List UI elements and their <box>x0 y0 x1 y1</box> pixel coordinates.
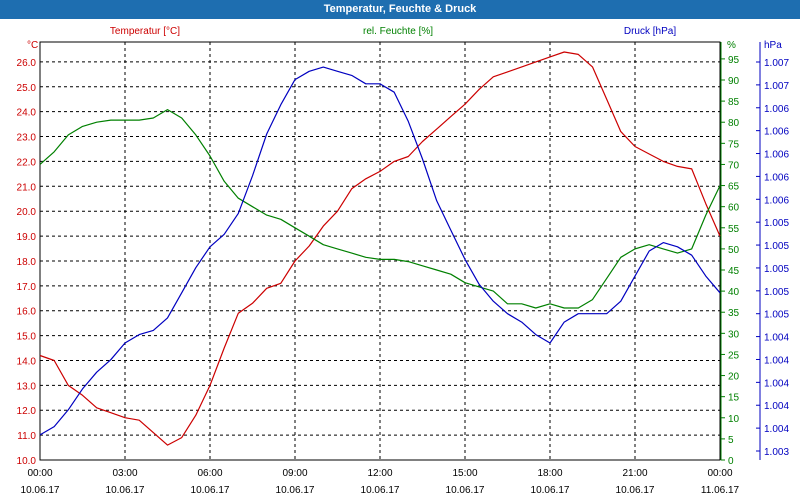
unit-humidity: % <box>727 40 736 51</box>
tick-label-temperature: 24.0 <box>17 108 37 119</box>
x-tick-time: 00:00 <box>27 468 52 479</box>
tick-label-temperature: 12.0 <box>17 406 37 417</box>
tick-label-humidity: 5 <box>728 435 734 446</box>
tick-label-humidity: 15 <box>728 393 740 404</box>
tick-label-humidity: 80 <box>728 118 740 129</box>
tick-label-temperature: 11.0 <box>17 431 36 442</box>
tick-label-temperature: 16.0 <box>17 307 37 318</box>
tick-label-pressure: 1.006 <box>764 172 789 183</box>
tick-label-humidity: 55 <box>728 224 740 235</box>
series-line-temperature <box>39 51 721 446</box>
tick-label-humidity: 20 <box>728 372 740 383</box>
x-tick-date: 10.06.17 <box>616 485 655 496</box>
x-tick-time: 18:00 <box>537 468 562 479</box>
tick-label-humidity: 50 <box>728 245 740 256</box>
tick-label-humidity: 25 <box>728 350 740 361</box>
tick-label-pressure: 1.006 <box>764 127 789 138</box>
series-line-humidity <box>39 108 721 309</box>
tick-label-humidity: 95 <box>728 55 740 66</box>
tick-label-pressure: 1.006 <box>764 104 789 115</box>
tick-label-humidity: 90 <box>728 76 740 87</box>
y-axis-temperature: 10.0 11.0 12.0 13.0 14.0 15.0 16.0 17.0 18.0 19.0… <box>17 58 37 467</box>
tick-label-pressure: 1.004 <box>764 333 789 344</box>
x-tick-time: 12:00 <box>367 468 392 479</box>
tick-label-pressure: 1.004 <box>764 378 789 389</box>
tick-label-humidity: 70 <box>728 160 740 171</box>
x-axis: 00:00 10.06.17 03:00 10.06.17 06:00 10.06.17 0… <box>21 468 740 496</box>
y-axis-pressure: 1.003 1.004 1.004 1.004 1.004 1.004 1.005 1.005… <box>756 42 789 460</box>
x-tick-time: 15:00 <box>452 468 477 479</box>
x-tick-date: 10.06.17 <box>21 485 60 496</box>
tick-label-temperature: 19.0 <box>17 232 37 243</box>
tick-label-temperature: 25.0 <box>17 83 37 94</box>
plot-frame <box>39 41 721 461</box>
tick-label-humidity: 35 <box>728 308 740 319</box>
tick-label-pressure: 1.007 <box>764 58 789 69</box>
tick-label-temperature: 20.0 <box>17 207 37 218</box>
axis-title-pressure: Druck [hPa] <box>624 26 676 37</box>
tick-label-pressure: 1.005 <box>764 218 789 229</box>
tick-label-pressure: 1.005 <box>764 287 789 298</box>
y-axis-humidity: 0 5 10 15 20 25 30 35 40 45 50 55 60 65 70 75 80 85 90 95 <box>720 42 740 467</box>
tick-label-temperature: 14.0 <box>17 356 37 367</box>
unit-temperature: °C <box>27 40 38 51</box>
window-title: Temperatur, Feuchte & Druck <box>0 0 800 19</box>
tick-label-pressure: 1.006 <box>764 150 789 161</box>
unit-pressure: hPa <box>764 40 782 51</box>
tick-label-temperature: 26.0 <box>17 58 37 69</box>
x-tick-time: 21:00 <box>622 468 647 479</box>
tick-label-humidity: 30 <box>728 329 740 340</box>
tick-label-temperature: 22.0 <box>17 157 37 168</box>
x-tick-date: 11.06.17 <box>701 485 740 496</box>
series-layer <box>39 51 721 446</box>
tick-label-pressure: 1.005 <box>764 264 789 275</box>
tick-label-humidity: 45 <box>728 266 740 277</box>
x-tick-time: 00:00 <box>707 468 732 479</box>
x-tick-date: 10.06.17 <box>446 485 485 496</box>
plot-border <box>39 41 721 461</box>
grid <box>40 42 720 461</box>
series-line-pressure <box>39 66 721 436</box>
tick-label-pressure: 1.007 <box>764 81 789 92</box>
tick-label-humidity: 60 <box>728 203 740 214</box>
tick-label-humidity: 10 <box>728 414 740 425</box>
x-tick-date: 10.06.17 <box>361 485 400 496</box>
tick-label-pressure: 1.005 <box>764 310 789 321</box>
tick-label-temperature: 15.0 <box>17 332 37 343</box>
x-tick-date: 10.06.17 <box>531 485 570 496</box>
tick-label-humidity: 0 <box>728 456 734 467</box>
x-tick-date: 10.06.17 <box>276 485 315 496</box>
tick-label-temperature: 23.0 <box>17 133 37 144</box>
tick-label-pressure: 1.004 <box>764 424 789 435</box>
tick-label-temperature: 18.0 <box>17 257 37 268</box>
axis-title-temperature: Temperatur [°C] <box>110 26 180 37</box>
tick-label-humidity: 40 <box>728 287 740 298</box>
x-tick-time: 06:00 <box>197 468 222 479</box>
tick-label-humidity: 75 <box>728 139 740 150</box>
tick-label-pressure: 1.003 <box>764 447 789 458</box>
tick-label-pressure: 1.004 <box>764 401 789 412</box>
tick-label-humidity: 65 <box>728 182 740 193</box>
tick-label-pressure: 1.006 <box>764 195 789 206</box>
tick-label-temperature: 21.0 <box>17 182 37 193</box>
x-tick-date: 10.06.17 <box>106 485 145 496</box>
tick-label-temperature: 13.0 <box>17 381 37 392</box>
tick-label-temperature: 17.0 <box>17 282 37 293</box>
tick-label-temperature: 10.0 <box>17 456 37 467</box>
tick-label-pressure: 1.005 <box>764 241 789 252</box>
x-tick-time: 09:00 <box>282 468 307 479</box>
x-tick-time: 03:00 <box>112 468 137 479</box>
x-tick-date: 10.06.17 <box>191 485 230 496</box>
tick-label-humidity: 85 <box>728 97 740 108</box>
axis-title-humidity: rel. Feuchte [%] <box>363 26 433 37</box>
tick-label-pressure: 1.004 <box>764 355 789 366</box>
